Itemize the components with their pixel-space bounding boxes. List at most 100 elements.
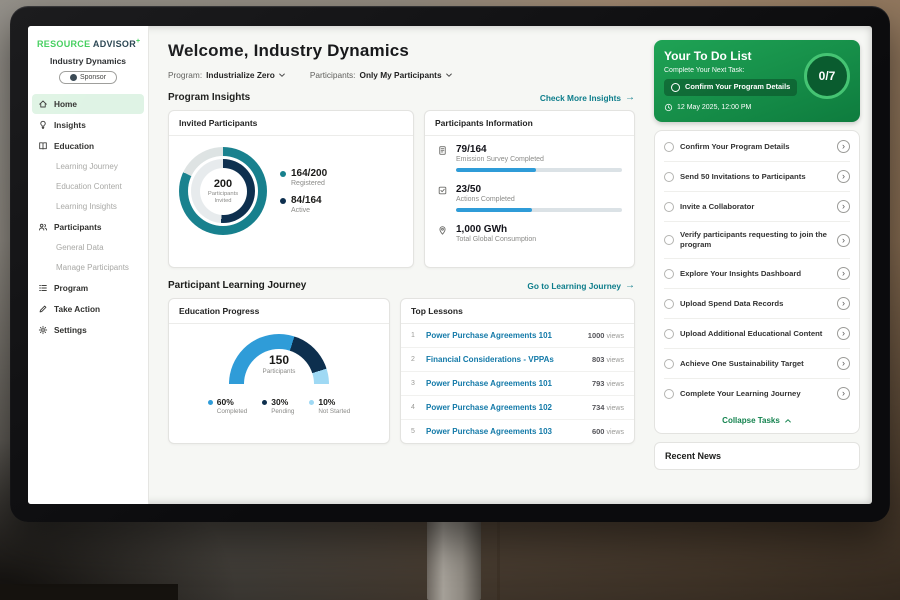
sidebar-item-participants[interactable]: Participants xyxy=(32,217,144,237)
insights-cards-row: Invited Participants 200 Participants In… xyxy=(168,110,635,268)
blue-dot-icon xyxy=(207,399,213,405)
donut-center: 200 Participants Invited xyxy=(199,167,247,215)
sidebar-item-general-data[interactable]: General Data xyxy=(56,243,104,252)
arrow-right-icon: → xyxy=(625,279,635,291)
sidebar-item-education-content[interactable]: Education Content xyxy=(56,182,122,191)
teal-dot-icon xyxy=(280,171,286,177)
task-open-button[interactable]: › xyxy=(837,387,850,400)
app-logo: RESOURCE ADVISOR+ xyxy=(28,38,148,49)
chevron-right-icon: › xyxy=(842,328,845,338)
lesson-row: 5 Power Purchase Agreements 103 600 views xyxy=(411,427,624,436)
task-checkbox[interactable] xyxy=(664,388,674,399)
navy-dot-icon xyxy=(280,198,286,204)
legend-completed: 60% Completed xyxy=(207,397,247,415)
todo-summary-card: Your To Do List Complete Your Next Task:… xyxy=(654,40,860,122)
task-checkbox[interactable] xyxy=(664,328,674,339)
sidebar-item-take-action[interactable]: Take Action xyxy=(32,299,144,319)
task-checkbox[interactable] xyxy=(664,201,674,212)
legend-registered: 164/200 Registered xyxy=(280,168,327,187)
card-title: Education Progress xyxy=(169,299,389,324)
actions-progress-bar xyxy=(456,208,622,212)
task-due-date: 12 May 2025, 12:00 PM xyxy=(664,103,850,112)
lesson-row: 2 Financial Considerations - VPPAs 803 vi… xyxy=(401,348,634,372)
sidebar-item-insights[interactable]: Insights xyxy=(32,115,144,135)
task-checkbox[interactable] xyxy=(664,171,674,182)
sidebar-item-manage-participants[interactable]: Manage Participants xyxy=(56,263,129,272)
check-square-icon xyxy=(438,186,447,195)
page-title: Welcome, Industry Dynamics xyxy=(168,41,410,60)
emission-survey-row: 79/164 Emission Survey Completed xyxy=(425,136,634,176)
sidebar-item-learning-journey[interactable]: Learning Journey xyxy=(56,162,118,171)
task-checkbox[interactable] xyxy=(671,83,680,92)
task-checkbox[interactable] xyxy=(664,141,674,152)
lesson-link[interactable]: Power Purchase Agreements 103 xyxy=(426,427,552,436)
section-title-program-insights: Program Insights xyxy=(168,92,251,103)
task-item[interactable]: Explore Your Insights Dashboard › xyxy=(664,259,850,289)
clock-icon xyxy=(664,103,673,112)
collapse-tasks-link[interactable]: Collapse Tasks xyxy=(664,408,850,432)
sidebar-item-settings[interactable]: Settings xyxy=(32,320,144,340)
task-item[interactable]: Achieve One Sustainability Target › xyxy=(664,349,850,379)
task-checkbox[interactable] xyxy=(664,298,674,309)
learning-cards-row: Education Progress 150 Participants 60% … xyxy=(168,298,635,444)
sidebar-item-learning-insights[interactable]: Learning Insights xyxy=(56,202,117,211)
arrow-right-icon: → xyxy=(625,91,635,103)
task-open-button[interactable]: › xyxy=(837,200,850,213)
emission-progress-bar xyxy=(456,168,622,172)
chevron-right-icon: › xyxy=(842,201,845,211)
task-checkbox[interactable] xyxy=(664,235,674,245)
program-select[interactable]: Program: Industrialize Zero xyxy=(168,70,286,80)
list-icon xyxy=(39,285,47,291)
logo-advisor: ADVISOR xyxy=(90,39,136,49)
lesson-link[interactable]: Power Purchase Agreements 101 xyxy=(426,331,552,340)
monitor-bezel: RESOURCE ADVISOR+ Industry Dynamics Spon… xyxy=(10,6,890,522)
sidebar-item-education[interactable]: Education xyxy=(32,136,144,156)
card-title: Top Lessons xyxy=(401,299,634,324)
top-lessons-card: Top Lessons 1 Power Purchase Agreements … xyxy=(400,298,635,444)
lightblue-dot-icon xyxy=(309,399,315,405)
recent-news-header[interactable]: Recent News xyxy=(654,442,860,470)
lesson-link[interactable]: Financial Considerations - VPPAs xyxy=(426,355,554,364)
task-open-button[interactable]: › xyxy=(837,170,850,183)
dashboard-screen: RESOURCE ADVISOR+ Industry Dynamics Spon… xyxy=(28,26,872,504)
lesson-link[interactable]: Power Purchase Agreements 102 xyxy=(426,403,552,412)
sponsor-badge-label: Sponsor xyxy=(79,74,107,81)
chevron-down-icon xyxy=(445,73,452,77)
consumption-row: 1,000 GWh Total Global Consumption xyxy=(425,216,634,247)
task-list-card: Confirm Your Program Details › Send 50 I… xyxy=(654,130,860,434)
navy-dot-icon xyxy=(262,399,268,405)
todo-title: Your To Do List xyxy=(664,49,752,63)
task-item[interactable]: Invite a Collaborator › xyxy=(664,192,850,222)
task-open-button[interactable]: › xyxy=(837,327,850,340)
go-to-learning-journey-link[interactable]: Go to Learning Journey → xyxy=(527,279,635,291)
task-open-button[interactable]: › xyxy=(837,357,850,370)
task-checkbox[interactable] xyxy=(664,268,674,279)
task-open-button[interactable]: › xyxy=(837,297,850,310)
education-progress-card: Education Progress 150 Participants 60% … xyxy=(168,298,390,444)
task-item[interactable]: Verify participants requesting to join t… xyxy=(664,222,850,259)
task-open-button[interactable]: › xyxy=(837,140,850,153)
lesson-link[interactable]: Power Purchase Agreements 101 xyxy=(426,379,552,388)
task-item[interactable]: Confirm Your Program Details › xyxy=(664,132,850,162)
task-checkbox[interactable] xyxy=(664,358,674,369)
task-item[interactable]: Complete Your Learning Journey › xyxy=(664,379,850,408)
pencil-icon xyxy=(39,305,47,313)
sidebar-item-home[interactable]: Home xyxy=(32,94,144,114)
learning-journey-header: Participant Learning Journey Go to Learn… xyxy=(168,280,635,291)
participants-select[interactable]: Participants: Only My Participants xyxy=(310,70,453,80)
task-item[interactable]: Upload Spend Data Records › xyxy=(664,289,850,319)
logo-resource: RESOURCE xyxy=(37,39,91,49)
check-more-insights-link[interactable]: Check More Insights → xyxy=(539,91,635,103)
sidebar-item-program[interactable]: Program xyxy=(32,278,144,298)
clipboard-icon xyxy=(439,146,446,155)
task-item[interactable]: Upload Additional Educational Content › xyxy=(664,319,850,349)
participants-information-card: Participants Information 79/164 Emission… xyxy=(424,110,635,268)
task-open-button[interactable]: › xyxy=(837,267,850,280)
next-task-pill[interactable]: Confirm Your Program Details xyxy=(664,79,798,96)
todo-subtitle: Complete Your Next Task: xyxy=(664,67,745,74)
invited-participants-card: Invited Participants 200 Participants In… xyxy=(168,110,414,268)
task-item[interactable]: Send 50 Invitations to Participants › xyxy=(664,162,850,192)
task-open-button[interactable]: › xyxy=(837,233,850,247)
chevron-right-icon: › xyxy=(842,298,845,308)
card-title: Participants Information xyxy=(425,111,634,136)
